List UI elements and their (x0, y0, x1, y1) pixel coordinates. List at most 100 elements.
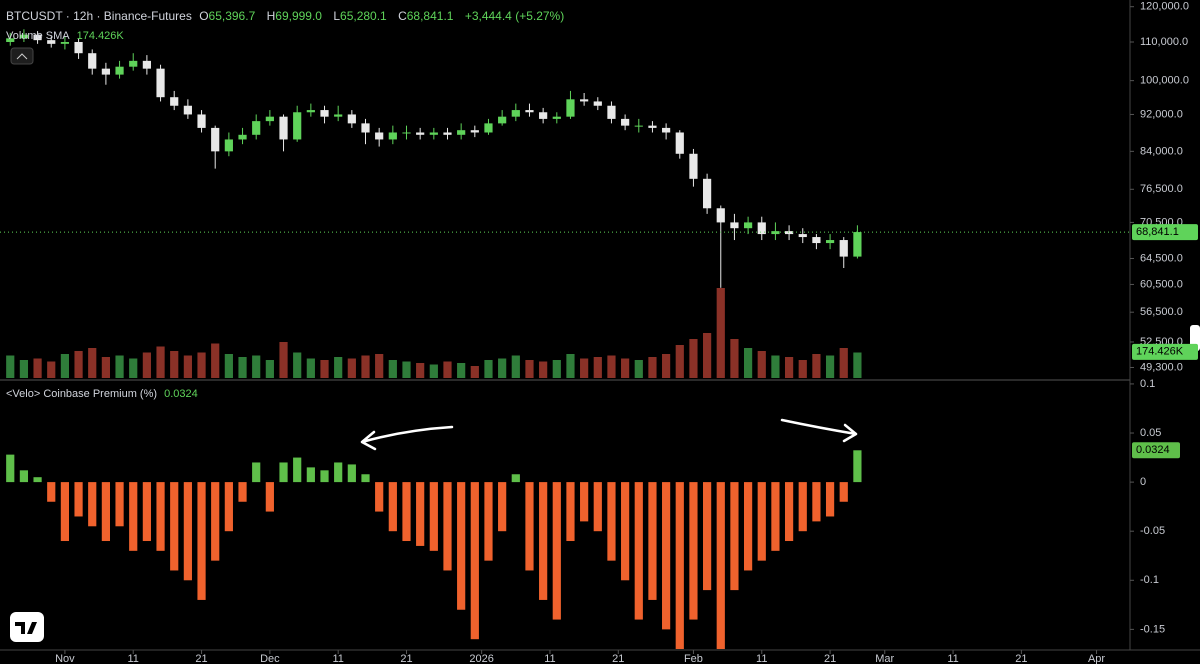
candle-body (142, 60, 151, 69)
premium-last: 0.0324 (164, 388, 198, 400)
premium-bar (252, 462, 261, 483)
volume-bar (662, 354, 671, 378)
volume-bar (498, 358, 507, 378)
x-tick-label: Mar (875, 653, 894, 664)
premium-bar (798, 482, 807, 532)
volume-bar (511, 355, 520, 378)
volume-bar (607, 355, 616, 378)
candle-body (825, 240, 835, 244)
volume-bar (334, 357, 343, 378)
x-tick-label: Feb (684, 653, 703, 664)
y-tick-label: 0 (1140, 476, 1146, 488)
ohlc-value: 65,396.7 (208, 9, 256, 23)
candle-body (689, 153, 698, 179)
volume-bar (552, 360, 561, 378)
volume-bar (771, 355, 780, 378)
y-tick-label: -0.1 (1140, 574, 1159, 586)
volume-bar (634, 360, 643, 378)
candle-body (252, 121, 261, 135)
candle-body (115, 66, 124, 75)
candle-body (88, 53, 97, 69)
candle-body (238, 134, 247, 140)
volume-bar (347, 358, 356, 378)
volume-bar (525, 360, 534, 378)
collapse-button[interactable] (10, 47, 34, 65)
candle-body (320, 110, 329, 117)
candle-body (457, 130, 466, 135)
candle-body (279, 116, 288, 140)
y-tick-label: 60,500.0 (1140, 278, 1183, 290)
premium-bar (743, 482, 753, 571)
premium-bar (429, 482, 438, 551)
premium-bar (101, 482, 110, 542)
x-tick-label: 21 (824, 653, 836, 664)
candle-body (771, 231, 780, 235)
candle-body (593, 101, 602, 106)
candle-body (552, 116, 561, 119)
candle-body (224, 139, 233, 152)
candle-body (197, 114, 206, 128)
candle-body (265, 116, 274, 122)
candle-body (675, 132, 684, 154)
volume-bar (825, 355, 835, 378)
volume-bar (470, 366, 479, 378)
volume-bar (743, 348, 753, 378)
volume-bar (593, 357, 602, 378)
volume-bar (170, 351, 179, 378)
premium-bar (689, 482, 698, 620)
volume-bar (361, 355, 370, 378)
candle-body (60, 41, 70, 44)
candle-body (498, 116, 507, 124)
volume-bar (306, 358, 315, 378)
volume-bar (443, 361, 452, 378)
premium-bar (539, 482, 548, 600)
premium-bar (183, 482, 192, 581)
volume-bar (74, 351, 83, 378)
premium-bar (375, 482, 384, 512)
y-tick-label: 110,000.0 (1140, 36, 1188, 48)
premium-bar (402, 482, 411, 542)
volume-bar (757, 351, 766, 378)
premium-bar (74, 482, 83, 517)
volume-sma: 174.426K (76, 30, 124, 42)
x-tick-label: 11 (756, 653, 767, 664)
premium-bar (6, 454, 15, 483)
collapse-icon (16, 53, 28, 60)
x-tick-label: 11 (947, 653, 958, 664)
symbol: BTCUSDT · 12h · Binance-Futures (6, 9, 192, 23)
candle-body (416, 132, 425, 135)
candle-body (662, 127, 671, 133)
premium-bar (19, 470, 29, 483)
premium-bar (115, 482, 124, 527)
last-price-tag (1132, 224, 1198, 241)
premium-bar (88, 482, 97, 527)
candle-body (716, 208, 725, 223)
volume-bar (648, 357, 657, 378)
premium-bar (156, 482, 165, 551)
volume-name: Volume SMA (6, 30, 70, 42)
volume-bar (580, 358, 589, 378)
candle-body (306, 110, 315, 113)
volume-bar (566, 354, 575, 378)
premium-bar (224, 482, 233, 532)
candle-body (743, 222, 753, 229)
y-tick-label: 0.1 (1140, 378, 1155, 390)
candle-body (757, 222, 766, 235)
premium-bar (334, 462, 343, 483)
volume-bar (716, 288, 725, 378)
candle-body (703, 178, 712, 209)
candle-body (429, 132, 438, 135)
candle-body (566, 99, 575, 117)
premium-bar (853, 450, 862, 483)
candle-body (730, 222, 739, 229)
premium-bar (675, 482, 684, 650)
candle-body (839, 240, 848, 257)
last-price-label: 68,841.1 (1136, 226, 1179, 238)
candle-body (183, 105, 192, 115)
ohlc-letter: H (266, 9, 276, 23)
premium-bar (347, 464, 356, 483)
ohlc-letter: C (398, 9, 407, 23)
